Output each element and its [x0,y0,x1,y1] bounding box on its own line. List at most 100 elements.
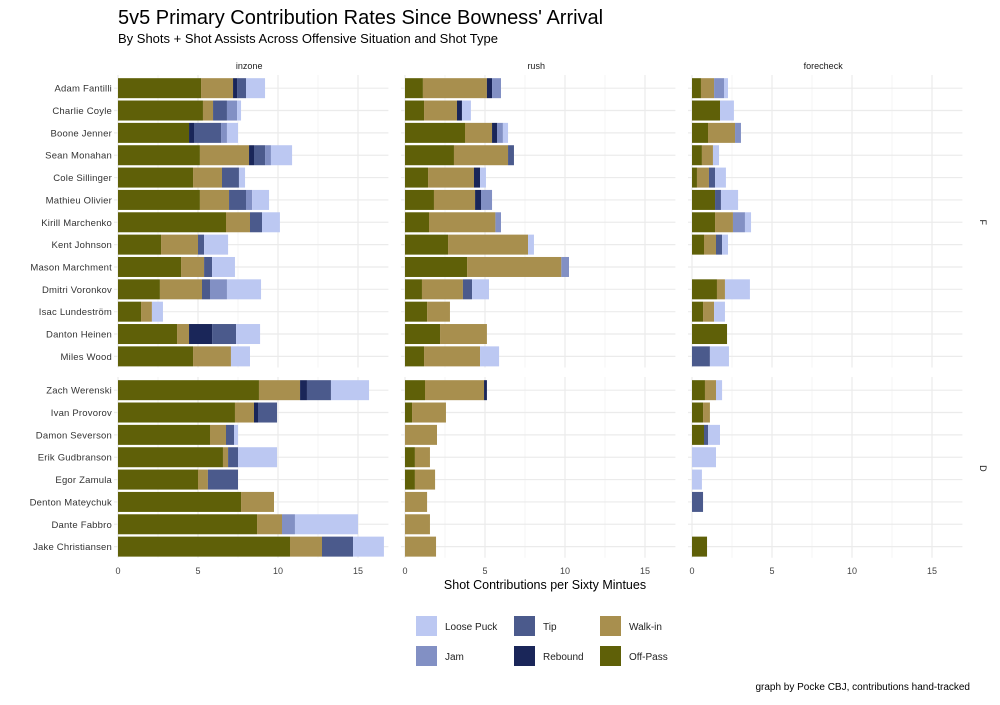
bar-segment-off-pass [692,189,716,210]
bar-segment-rebound [475,189,481,210]
bar-segment-loose-puck [708,424,720,445]
bar-segment-off-pass [405,189,434,210]
bar-segment-jam [492,78,501,99]
panel-inzone-F [114,75,389,368]
bar-segment-walk-in [405,424,437,445]
bar-segment-off-pass [118,167,194,188]
y-tick-label: Dante Fabbro [52,520,113,531]
bar-segment-off-pass [405,279,422,300]
bar-segment-tip [212,324,237,345]
legend-item: Rebound [514,646,584,666]
bar-segment-off-pass [118,212,226,233]
bar-segment-walk-in [440,324,487,345]
bar-segment-walk-in [234,402,254,423]
y-tick-label: Adam Fantilli [54,84,112,95]
legend-item: Tip [514,616,557,636]
bar-segment-off-pass [692,167,697,188]
bar-segment-loose-puck [461,100,471,121]
bar-segment-off-pass [692,279,717,300]
bar-segment-off-pass [692,301,704,322]
bar-segment-loose-puck [480,346,500,367]
bar-segment-walk-in [422,78,487,99]
bar-segment-walk-in [258,380,301,401]
panel-forecheck-D [688,377,963,558]
bar-segment-walk-in [708,122,736,143]
bar-segment-walk-in [703,301,715,322]
bar-segment-loose-puck [709,346,729,367]
bar-segment-walk-in [421,279,463,300]
bar-segment-loose-puck [722,234,728,255]
bar-segment-tip [704,424,708,445]
legend-item: Loose Puck [416,616,498,636]
bar-segment-loose-puck [246,78,266,99]
bar-segment-off-pass [692,536,708,557]
x-tick-label: 10 [847,566,857,576]
bar-segment-jam [481,189,493,210]
bar-segment-loose-puck [744,212,752,233]
bar-segment-loose-puck [294,514,358,535]
bar-segment-off-pass [118,301,142,322]
bar-segment-tip [508,145,514,166]
row-strip-D: D [978,465,988,472]
row-strip-F: F [978,220,988,226]
x-tick-label: 0 [115,566,120,576]
bar-segment-tip [254,145,266,166]
bar-segment-loose-puck [270,145,293,166]
bar-segment-off-pass [405,100,425,121]
bar-segment-tip [198,234,205,255]
bar-segment-tip [708,167,716,188]
bar-segment-tip [237,78,246,99]
bar-segment-loose-puck [502,122,509,143]
bar-segment-rebound [189,324,213,345]
bar-segment-off-pass [118,402,235,423]
bar-segment-loose-puck [472,279,489,300]
bar-segment-off-pass [405,78,423,99]
bar-segment-walk-in [704,380,716,401]
bar-segment-walk-in [199,145,250,166]
bar-segment-walk-in [424,346,481,367]
bar-segment-off-pass [405,167,429,188]
bar-segment-off-pass [118,491,242,512]
panel-forecheck-F [688,75,963,368]
bar-segment-loose-puck [724,78,728,99]
bar-segment-jam [221,122,227,143]
panel-inzone-D [114,377,389,558]
bar-segment-loose-puck [151,301,163,322]
bar-segment-tip [715,189,721,210]
y-tick-label: Mathieu Olivier [46,195,112,206]
bar-segment-walk-in [290,536,322,557]
bar-segment-loose-puck [234,424,238,445]
bar-segment-tip [229,189,246,210]
bar-segment-rebound [233,78,238,99]
bar-segment-off-pass [405,447,415,468]
legend-swatch [416,616,437,636]
legend-item: Off-Pass [600,646,668,666]
bar-segment-walk-in [465,122,493,143]
y-tick-label: Kent Johnson [52,240,113,251]
bar-segment-off-pass [405,469,415,490]
y-tick-label: Zach Werenski [46,386,112,397]
x-tick-label: 0 [402,566,407,576]
y-tick-label: Ivan Provorov [51,408,112,419]
bar-segment-loose-puck [692,447,716,468]
bar-segment-tip [194,122,222,143]
legend-label: Rebound [543,652,584,663]
bar-segment-off-pass [692,145,702,166]
bar-segment-loose-puck [226,122,238,143]
bar-segment-rebound [189,122,194,143]
bar-segment-jam [210,279,227,300]
bar-segment-off-pass [405,122,465,143]
x-tick-label: 5 [482,566,487,576]
panel-strip-inzone: inzone [236,61,263,71]
bar-segment-walk-in [198,469,208,490]
bar-segment-off-pass [692,402,704,423]
bar-segment-off-pass [692,100,720,121]
bar-segment-walk-in [199,189,230,210]
bar-segment-walk-in [405,491,428,512]
bar-segment-jam [732,212,745,233]
bar-segment-rebound [300,380,307,401]
bar-segment-walk-in [201,78,234,99]
bar-segment-walk-in [424,100,457,121]
bar-segment-jam [265,145,271,166]
bar-segment-tip [250,212,262,233]
